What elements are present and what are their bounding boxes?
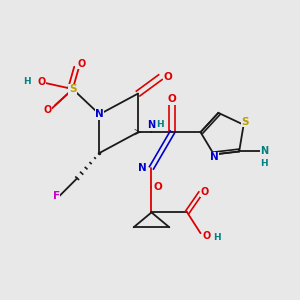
Text: O: O (38, 76, 46, 87)
Text: H: H (23, 77, 31, 86)
Text: S: S (242, 117, 249, 127)
Text: N: N (147, 120, 155, 130)
Text: N: N (260, 146, 268, 157)
Text: O: O (202, 231, 211, 241)
Text: N: N (138, 163, 147, 173)
Text: N: N (209, 152, 218, 162)
Text: H: H (261, 159, 268, 168)
Text: O: O (43, 105, 52, 115)
Text: O: O (168, 94, 177, 104)
Text: N: N (95, 109, 104, 119)
Text: O: O (77, 59, 86, 69)
Text: S: S (69, 84, 76, 94)
Text: O: O (164, 72, 172, 82)
Text: O: O (153, 182, 162, 192)
Text: H: H (213, 233, 221, 242)
Text: H: H (157, 120, 164, 129)
Text: O: O (201, 187, 209, 196)
Text: F: F (53, 191, 60, 201)
